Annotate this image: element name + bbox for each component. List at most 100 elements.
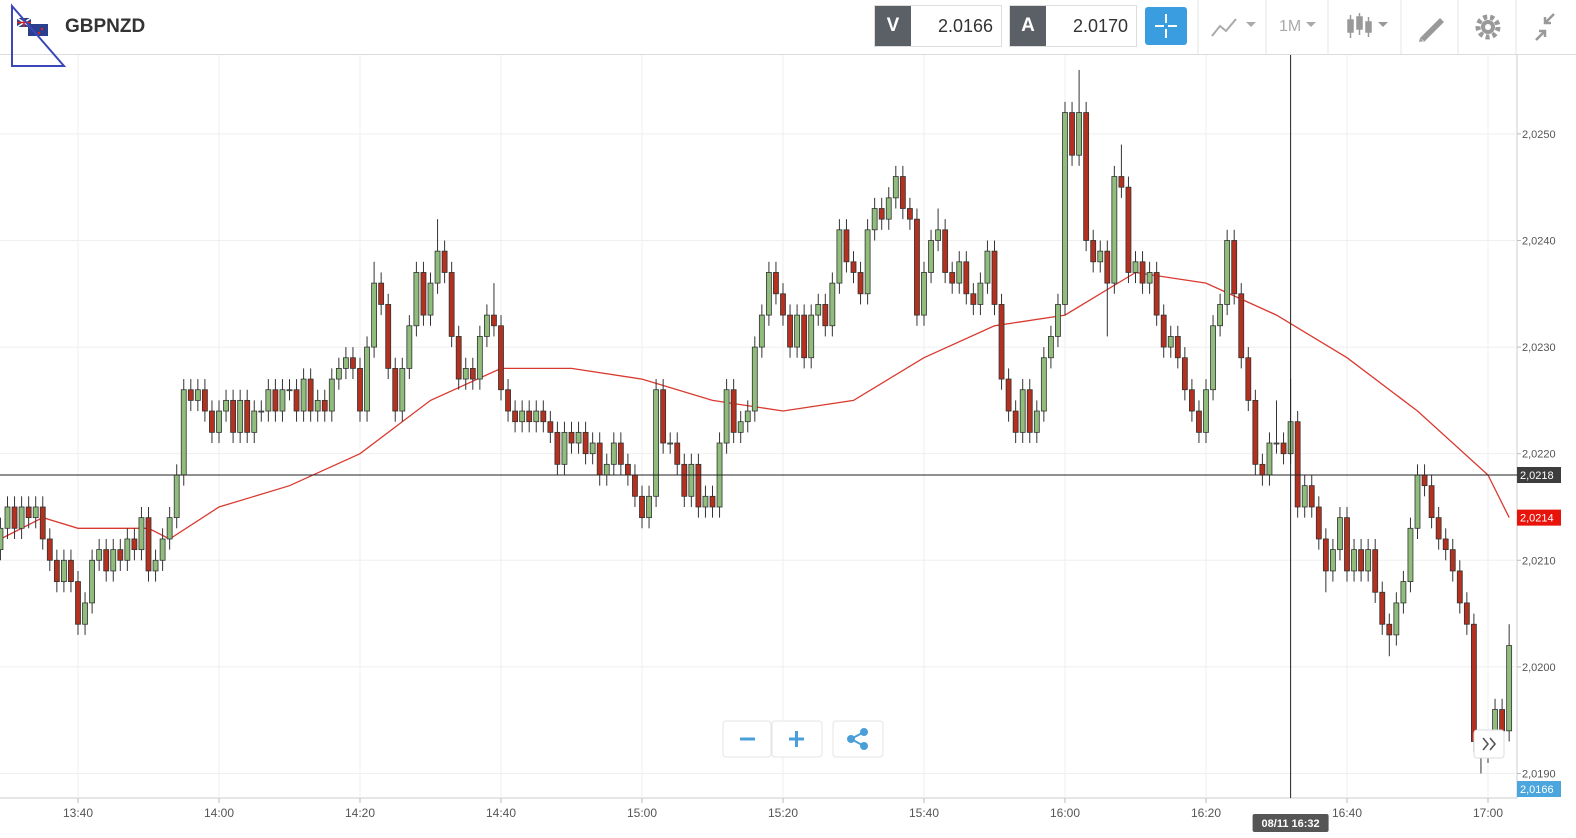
candle-body	[498, 325, 504, 391]
candle-body	[187, 389, 194, 401]
x-tick-label: 14:00	[204, 806, 234, 820]
candle-body	[709, 495, 716, 508]
x-tick-label: 15:20	[768, 806, 798, 820]
candle-body	[1026, 389, 1033, 433]
candle-body	[0, 527, 4, 551]
ma-last-label: 2,0214	[1520, 513, 1554, 525]
candle-body	[307, 378, 314, 412]
candle-body	[4, 506, 11, 529]
candle-body	[653, 389, 659, 497]
candle-body	[251, 410, 258, 433]
collapse-icon[interactable]	[1535, 13, 1555, 41]
candle-body	[469, 368, 476, 380]
buy-price-box[interactable]: A 2.0170	[1009, 5, 1137, 47]
candle-body	[589, 442, 596, 455]
candle-body	[998, 304, 1005, 380]
candle-body	[568, 431, 575, 444]
candle-body	[1315, 506, 1322, 540]
candle-body	[977, 282, 984, 305]
candle-body	[829, 282, 836, 327]
candle-body	[441, 250, 448, 273]
candle-body	[293, 389, 300, 412]
candle-body	[1139, 261, 1146, 284]
candle-body	[166, 517, 173, 540]
candle-body	[1407, 527, 1414, 583]
toolbar: GBPNZD V 2.0166 A 2.0170 1M	[0, 0, 1576, 67]
candle-body	[610, 442, 617, 465]
candle-body	[681, 463, 688, 497]
candle-body	[1146, 272, 1153, 284]
candle-body	[131, 538, 138, 551]
draw-icon[interactable]	[1419, 18, 1444, 42]
candle-body	[1393, 602, 1400, 636]
x-tick-label: 16:20	[1191, 806, 1221, 820]
candle-body	[82, 602, 88, 625]
y-tick-label: 2,0250	[1522, 129, 1556, 141]
candle-body	[850, 261, 857, 273]
candle-body	[603, 463, 610, 476]
candle-body	[1344, 517, 1350, 572]
candle-body	[201, 389, 208, 412]
candle-body	[1040, 357, 1047, 412]
candle-body	[89, 559, 95, 604]
candle-body	[1083, 112, 1090, 241]
candle-body	[1506, 645, 1513, 732]
candle-body	[914, 218, 920, 316]
candle-body	[1033, 410, 1040, 433]
candle-body	[448, 272, 455, 337]
candle-body	[1118, 176, 1125, 188]
candle-body	[667, 442, 674, 445]
share-button[interactable]	[832, 720, 884, 758]
candle-body	[505, 389, 511, 412]
candle-body	[1372, 549, 1379, 593]
candle-body	[991, 250, 998, 305]
candle-body	[1322, 538, 1329, 572]
candle-body	[61, 559, 67, 583]
candle-body	[1174, 336, 1181, 359]
candle-body	[723, 389, 730, 444]
candle-body	[1203, 389, 1209, 433]
x-tick-label: 16:00	[1050, 806, 1080, 820]
candle-body	[540, 410, 547, 423]
candle-body	[194, 389, 201, 401]
candle-body	[970, 293, 977, 305]
candle-body	[96, 549, 103, 561]
candle-body	[342, 357, 349, 369]
y-tick-label: 2,0210	[1522, 555, 1556, 567]
crosshair-button[interactable]	[1145, 7, 1187, 45]
candle-body	[420, 272, 427, 316]
candle-body	[1358, 549, 1364, 572]
candle-body	[476, 336, 483, 380]
candle-body	[512, 410, 518, 423]
candle-body	[335, 368, 342, 380]
candle-body	[660, 389, 667, 444]
candle-body	[794, 314, 800, 348]
candle-body	[1217, 304, 1223, 327]
buy-price: 2.0170	[1072, 16, 1128, 36]
candle-body	[378, 282, 385, 305]
candle-body	[350, 357, 356, 369]
chart-type-icon[interactable]	[1211, 18, 1256, 37]
candle-body	[1259, 463, 1266, 476]
candle-body	[780, 293, 786, 316]
candle-body	[1414, 474, 1421, 529]
candle-body	[357, 368, 363, 412]
sell-label: V	[875, 6, 911, 46]
candle-body	[836, 229, 843, 284]
scroll-end-icon	[1482, 737, 1497, 751]
timeframe-caret[interactable]	[1306, 22, 1316, 27]
candle-body	[455, 336, 462, 380]
candle-body	[695, 463, 702, 508]
candle-body	[674, 442, 681, 465]
candle-body	[871, 208, 878, 231]
candle-body	[921, 272, 927, 316]
settings-icon[interactable]	[1475, 14, 1501, 40]
sell-price-box[interactable]: V 2.0166	[874, 5, 1002, 47]
candle-icon[interactable]	[1347, 13, 1388, 38]
candle-body	[11, 506, 18, 529]
candle-body	[928, 240, 934, 273]
candle-body	[300, 378, 307, 412]
timeframe[interactable]: 1M	[1279, 18, 1302, 35]
